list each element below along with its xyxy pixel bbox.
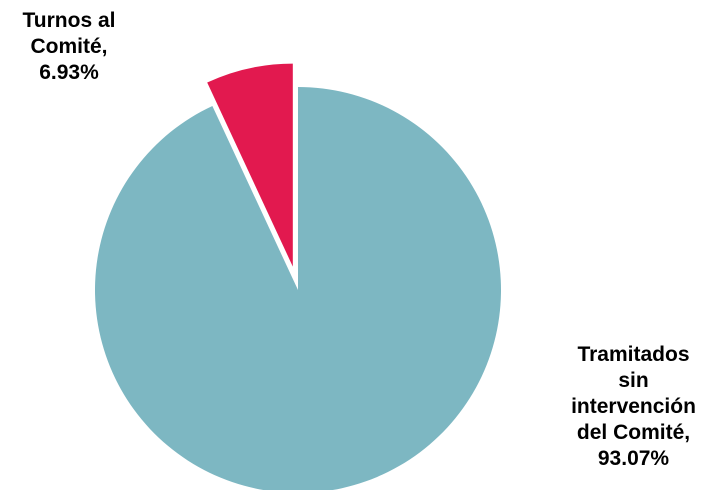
- slice-label-tramitados: Tramitados sin intervención del Comité, …: [548, 342, 719, 472]
- pie-slice-turnos-al-comite: [207, 63, 293, 267]
- slice-label-line: Turnos al: [22, 9, 116, 32]
- pie-slice-tramitados-sin-intervencion: [95, 87, 501, 490]
- slice-label-line: Comité,: [30, 35, 108, 58]
- slice-label-line: 93.07%: [597, 447, 670, 470]
- slice-label-line: sin: [618, 369, 649, 392]
- slice-label-turnos-al-comite: Turnos al Comité, 6.93%: [0, 8, 138, 86]
- slice-label-line: Tramitados: [577, 343, 690, 366]
- slice-label-line: intervención: [571, 395, 696, 418]
- slice-label-line: del Comité,: [576, 421, 691, 444]
- slice-label-line: 6.93%: [39, 61, 99, 84]
